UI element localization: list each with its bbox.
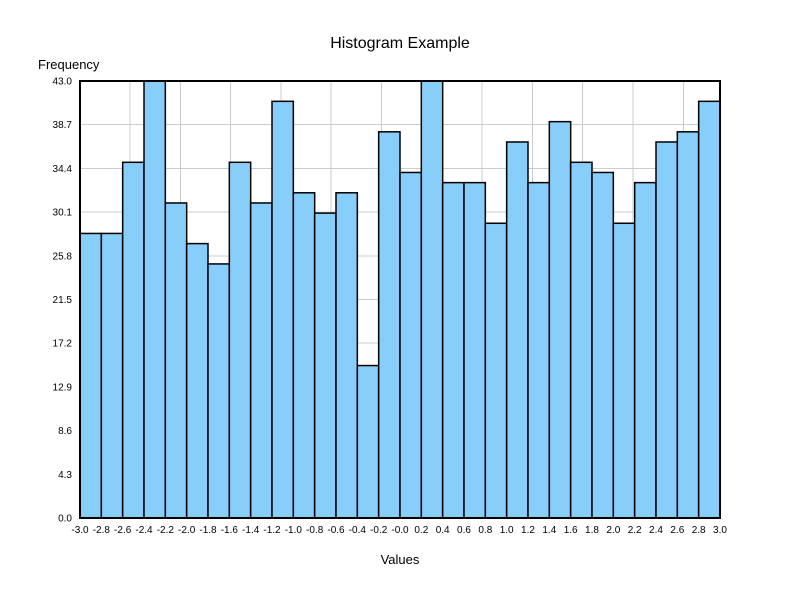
y-tick-labels: 0.0 4.3 8.6 12.9 17.2 21.5 25.8 30.1 34.4 38.7 43.… (53, 77, 73, 525)
y-tick-label: 43.0 (53, 77, 73, 88)
histogram-bar (292, 192, 316, 519)
x-tick-label: 0.8 (478, 525, 492, 536)
chart-title: Histogram Example (330, 35, 470, 52)
histogram-bar (271, 100, 295, 519)
histogram-bar (100, 232, 124, 519)
histogram-bar (441, 181, 465, 519)
y-tick-label: 21.5 (53, 295, 73, 306)
histogram-bar (377, 131, 401, 519)
x-tick-label: -1.6 (221, 525, 239, 536)
x-tick-label: 1.6 (564, 525, 578, 536)
x-tick-label: -0.0 (391, 525, 409, 536)
histogram-bar (697, 100, 721, 519)
x-tick-label: 0.2 (414, 525, 428, 536)
y-tick-label: 38.7 (53, 120, 73, 131)
x-tick-label: 1.8 (585, 525, 599, 536)
x-tick-label: -0.6 (327, 525, 345, 536)
x-tick-label: -1.8 (199, 525, 217, 536)
histogram-bar (676, 131, 700, 519)
x-tick-label: -0.8 (306, 525, 324, 536)
histogram-bar (164, 202, 188, 519)
histogram-bar (633, 181, 657, 519)
histogram-bar (399, 171, 423, 519)
histogram-bar (484, 222, 508, 519)
x-tick-label: 2.0 (606, 525, 620, 536)
x-tick-label: 3.0 (713, 525, 727, 536)
histogram-bar (185, 242, 209, 519)
histogram-bar (569, 161, 593, 519)
histogram-bar (335, 192, 359, 519)
x-axis-title: Values (380, 552, 420, 567)
y-tick-label: 34.4 (53, 164, 73, 175)
x-tick-label: 2.4 (649, 525, 663, 536)
histogram-bar (548, 120, 572, 519)
x-tick-label: -2.8 (93, 525, 111, 536)
y-tick-label: 4.3 (58, 470, 72, 481)
x-tick-label: 1.2 (521, 525, 535, 536)
y-tick-label: 12.9 (53, 382, 73, 393)
x-tick-label: -2.0 (178, 525, 196, 536)
y-tick-label: 0.0 (58, 514, 72, 525)
x-tick-label: -2.4 (135, 525, 153, 536)
histogram-bar (527, 181, 551, 519)
histogram-bar (612, 222, 636, 519)
histogram-bar (505, 141, 529, 519)
histogram-bar (655, 141, 679, 519)
histogram-bar (79, 232, 103, 519)
x-tick-label: 0.6 (457, 525, 471, 536)
x-tick-label: -2.2 (157, 525, 175, 536)
x-tick-label: 1.0 (500, 525, 514, 536)
x-tick-label: 0.4 (436, 525, 450, 536)
histogram-bar (356, 364, 380, 519)
histogram-bar (420, 80, 444, 519)
y-tick-label: 17.2 (53, 339, 73, 350)
bars (79, 80, 721, 519)
histogram-bar (207, 263, 231, 519)
y-axis-title: Frequency (38, 57, 100, 72)
histogram-bar (313, 212, 337, 519)
y-tick-label: 25.8 (53, 251, 73, 262)
x-tick-label: -1.0 (285, 525, 303, 536)
x-tick-labels: -3.0 -2.8 -2.6 -2.4 -2.2 -2.0 -1.8 -1.6 -1.4 -1.2… (71, 525, 727, 536)
x-tick-label: -1.4 (242, 525, 260, 536)
histogram-bar (249, 202, 273, 519)
x-tick-label: -3.0 (71, 525, 89, 536)
x-tick-label: -0.2 (370, 525, 388, 536)
histogram-bar (143, 80, 167, 519)
x-tick-label: 1.4 (542, 525, 556, 536)
x-tick-label: -2.6 (114, 525, 132, 536)
x-tick-label: -1.2 (263, 525, 281, 536)
x-tick-label: -0.4 (349, 525, 367, 536)
histogram-bar (591, 171, 615, 519)
x-tick-label: 2.2 (628, 525, 642, 536)
x-tick-label: 2.8 (692, 525, 706, 536)
histogram-bar (121, 161, 145, 519)
y-tick-label: 30.1 (53, 208, 73, 219)
plot-border (79, 80, 721, 519)
histogram-bar (228, 161, 252, 519)
y-tick-label: 8.6 (58, 426, 72, 437)
x-tick-label: 2.6 (670, 525, 684, 536)
histogram-bar (463, 181, 487, 519)
